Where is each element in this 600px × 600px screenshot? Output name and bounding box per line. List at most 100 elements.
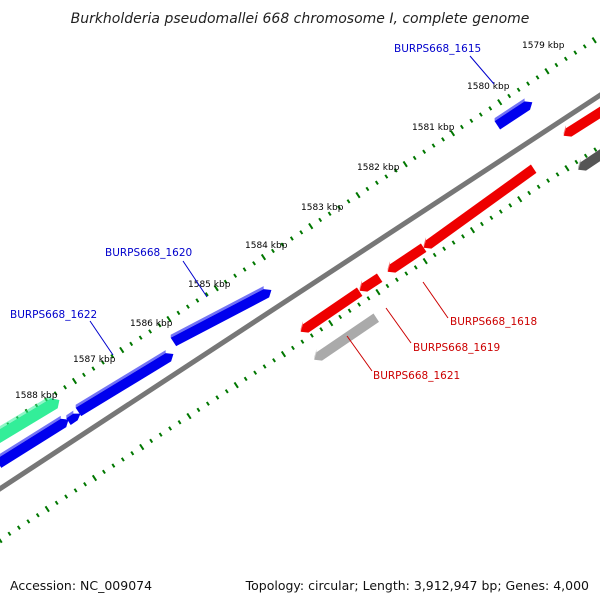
tick-mark xyxy=(91,366,96,371)
tick-mark xyxy=(591,37,597,44)
tick-mark xyxy=(280,242,285,247)
tick-mark xyxy=(215,395,220,400)
tick-mark xyxy=(555,172,560,177)
tick-mark xyxy=(582,44,587,49)
tick-mark xyxy=(563,56,568,62)
tick-mark xyxy=(157,323,162,328)
tick-mark xyxy=(0,538,3,544)
tick-mark xyxy=(394,277,399,282)
gene-reverse-edge[interactable] xyxy=(563,104,600,137)
tick-mark xyxy=(35,512,40,518)
tick-mark xyxy=(459,124,464,130)
leader-line xyxy=(422,281,449,319)
gene-burps668-1618-face xyxy=(423,237,426,248)
tick-mark xyxy=(185,304,190,309)
tick-mark xyxy=(479,221,484,227)
leader-line xyxy=(182,260,208,298)
gene-forward-face xyxy=(75,350,166,408)
tick-mark xyxy=(404,271,409,276)
tick-mark xyxy=(166,315,172,323)
tick-mark xyxy=(507,93,512,99)
tick-mark xyxy=(328,319,334,327)
leader-line xyxy=(346,335,373,372)
gene-features xyxy=(0,98,600,468)
gene-label[interactable]: BURPS668_1615 xyxy=(394,43,481,55)
tick-mark xyxy=(100,360,105,365)
gene-reverse-b[interactable] xyxy=(300,287,363,333)
leader-line xyxy=(89,320,114,356)
tick-mark xyxy=(338,314,343,320)
gene-forward-small[interactable] xyxy=(66,413,81,425)
gene-label[interactable]: BURPS668_1618 xyxy=(450,316,537,328)
tick-mark xyxy=(158,432,163,437)
gene-dark-edge[interactable] xyxy=(578,142,600,171)
gene-burps668-1621[interactable] xyxy=(314,313,379,361)
tick-mark xyxy=(469,226,476,234)
tick-mark xyxy=(110,354,115,359)
tick-mark xyxy=(413,265,418,270)
gene-reverse[interactable] xyxy=(387,243,427,273)
tick-mark xyxy=(139,443,145,451)
tick-label: 1588 kbp xyxy=(15,391,58,401)
tick-mark xyxy=(554,62,559,68)
tick-mark xyxy=(564,164,570,172)
gene-burps668-1619[interactable] xyxy=(359,273,383,292)
gene-label[interactable]: BURPS668_1622 xyxy=(10,309,97,321)
gene-label[interactable]: BURPS668_1620 xyxy=(105,247,192,259)
tick-label: 1579 kbp xyxy=(522,41,565,51)
tick-mark xyxy=(536,184,541,190)
gene-burps668-1620-face xyxy=(170,286,264,338)
tick-mark xyxy=(91,474,98,482)
gene-burps668-1620[interactable] xyxy=(170,289,272,347)
tick-label: 1580 kbp xyxy=(467,82,510,92)
gene-burps668-1619-face xyxy=(359,280,362,291)
gene-label[interactable]: BURPS668_1621 xyxy=(373,370,460,382)
tick-mark xyxy=(319,327,324,332)
tick-mark xyxy=(53,391,58,396)
tick-label: 1581 kbp xyxy=(412,123,455,133)
tick-label: 1586 kbp xyxy=(130,319,173,329)
gene-dark-edge-face xyxy=(578,159,581,170)
tick-mark xyxy=(346,199,351,204)
tick-mark xyxy=(412,155,417,161)
tick-mark xyxy=(129,341,134,347)
tick-mark xyxy=(289,236,294,241)
gene-burps668-1618[interactable] xyxy=(423,164,537,249)
tick-mark xyxy=(242,267,247,272)
tick-mark xyxy=(130,451,135,456)
gene-label[interactable]: BURPS668_1619 xyxy=(413,342,500,354)
map-title: Burkholderia pseudomallei 668 chromosome… xyxy=(71,11,530,27)
gene-rna[interactable] xyxy=(0,398,60,448)
tick-mark xyxy=(233,381,239,389)
tick-mark xyxy=(384,174,389,179)
tick-mark xyxy=(309,333,314,338)
gene-burps668-1622[interactable] xyxy=(0,418,69,468)
gene-reverse-edge-face xyxy=(563,125,566,136)
gene-reverse-face xyxy=(387,261,390,272)
chromosome-backbone xyxy=(0,92,600,492)
tick-label: 1584 kbp xyxy=(245,241,288,251)
tick-mark xyxy=(385,283,390,289)
gene-burps668-1615[interactable] xyxy=(494,101,533,130)
gene-forward[interactable] xyxy=(75,353,174,417)
tick-mark xyxy=(469,118,474,124)
tick-label: 1587 kbp xyxy=(73,355,116,365)
tick-mark xyxy=(262,364,267,369)
tick-mark xyxy=(422,149,427,154)
tick-mark xyxy=(71,377,78,385)
tick-mark xyxy=(583,153,588,159)
tick-mark xyxy=(508,203,513,208)
tick-mark xyxy=(449,129,456,137)
tick-mark xyxy=(195,298,200,303)
tick-labels: 1579 kbp 1580 kbp 1581 kbp 1582 kbp 1583… xyxy=(15,41,565,401)
label-leaders xyxy=(89,55,495,372)
tick-mark xyxy=(272,358,276,363)
tick-mark xyxy=(83,482,87,487)
tick-mark xyxy=(260,253,267,261)
tick-mark xyxy=(213,284,219,292)
tick-mark xyxy=(205,401,210,406)
tick-mark xyxy=(357,302,362,307)
tick-mark xyxy=(432,252,437,258)
tick-mark xyxy=(516,87,521,93)
tick-mark xyxy=(308,222,314,230)
